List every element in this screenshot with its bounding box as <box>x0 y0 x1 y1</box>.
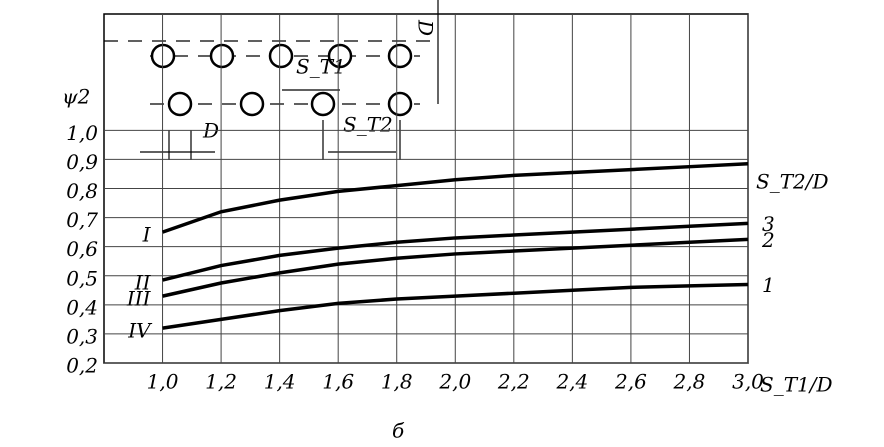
x-tick-label: 1,2 <box>205 370 237 394</box>
series-end-label: 1 <box>762 273 775 297</box>
line <box>162 221 749 282</box>
series-label: II <box>134 271 152 295</box>
x-axis-label: S_T1/D <box>760 373 833 397</box>
tube-diagram: D S_T1 S_T2 D <box>104 0 440 160</box>
x-tick-label: 2,4 <box>555 370 588 394</box>
y-tick-label: 0,3 <box>66 324 98 348</box>
y-tick-label: 0,5 <box>66 266 98 290</box>
annotation: D <box>414 19 438 36</box>
tube <box>327 43 353 69</box>
line <box>162 237 749 298</box>
x-tick-label: 1,0 <box>147 370 179 394</box>
tube <box>209 43 235 69</box>
x-tick-label: 1,8 <box>381 370 413 394</box>
series-label: III <box>126 287 152 311</box>
x-tick-label: 1,4 <box>264 370 296 394</box>
y-axis-label: ψ2 <box>62 85 90 109</box>
series-label: I <box>142 223 152 247</box>
tube <box>310 91 336 117</box>
tube <box>387 91 413 117</box>
x-tick-label: 2,6 <box>614 370 647 394</box>
annotation: S_T2 <box>343 113 393 137</box>
series-end-label: 2 <box>761 228 775 252</box>
y-tick-label: 0,9 <box>66 150 98 174</box>
tube <box>239 91 265 117</box>
series-label: IV <box>127 319 153 343</box>
y-tick-label: 0,6 <box>66 237 98 261</box>
x-tick-label: 3,0 <box>732 370 764 394</box>
x-tick-label: 1,6 <box>322 370 354 394</box>
tube <box>268 43 294 69</box>
line <box>162 282 749 330</box>
x-tick-label: 2,8 <box>673 370 706 394</box>
y-tick-label: 0,8 <box>66 179 98 203</box>
y-tick-label: 0,7 <box>66 208 98 232</box>
y-tick-label: 0,4 <box>66 295 98 319</box>
series-end-label: 3 <box>762 212 775 236</box>
tube <box>167 91 193 117</box>
y-tick-label: 1,0 <box>66 121 98 145</box>
legend-title: S_T2/D <box>756 170 829 194</box>
y-tick-label: 0,2 <box>66 354 98 378</box>
line <box>161 162 749 234</box>
x-tick-label: 2,2 <box>497 370 530 394</box>
caption: б <box>392 419 405 443</box>
annotation: S_T1 <box>296 55 346 79</box>
x-tick-label: 2,0 <box>438 370 471 394</box>
tube <box>387 43 413 69</box>
